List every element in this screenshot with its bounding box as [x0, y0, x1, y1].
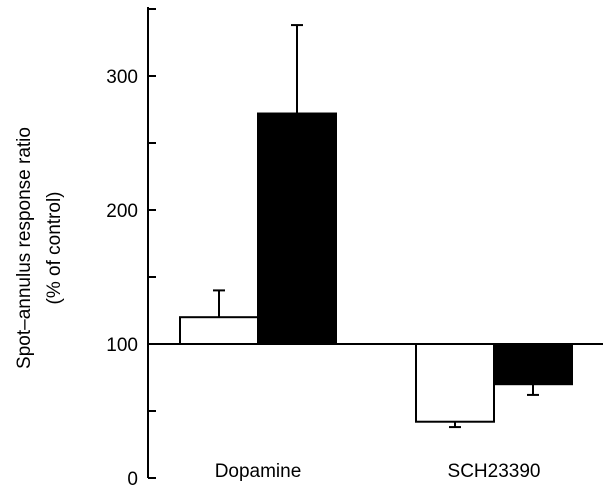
y-axis-title: Spot–annulus response ratio (% of contro… [14, 127, 65, 369]
bar-dopamine-2 [257, 112, 337, 345]
category-label-dopamine: Dopamine [215, 461, 302, 482]
category-label-sch23390: SCH23390 [448, 461, 541, 482]
bar-dopamine-1 [179, 316, 259, 346]
category-labels: Dopamine SCH23390 [215, 461, 541, 482]
y-tick-label: 300 [106, 67, 138, 88]
y-tick-label: 0 [127, 469, 138, 486]
y-axis-title-line1: Spot–annulus response ratio [14, 127, 35, 369]
bars [179, 24, 573, 429]
y-axis-ticks: 0 100 200 300 [106, 8, 156, 486]
y-tick-label: 200 [106, 201, 138, 222]
bar-sch23390-1 [415, 343, 495, 423]
y-axis-title-line2: (% of control) [44, 192, 65, 305]
bar-sch23390-2 [493, 343, 573, 386]
y-tick-label: 100 [106, 335, 138, 356]
